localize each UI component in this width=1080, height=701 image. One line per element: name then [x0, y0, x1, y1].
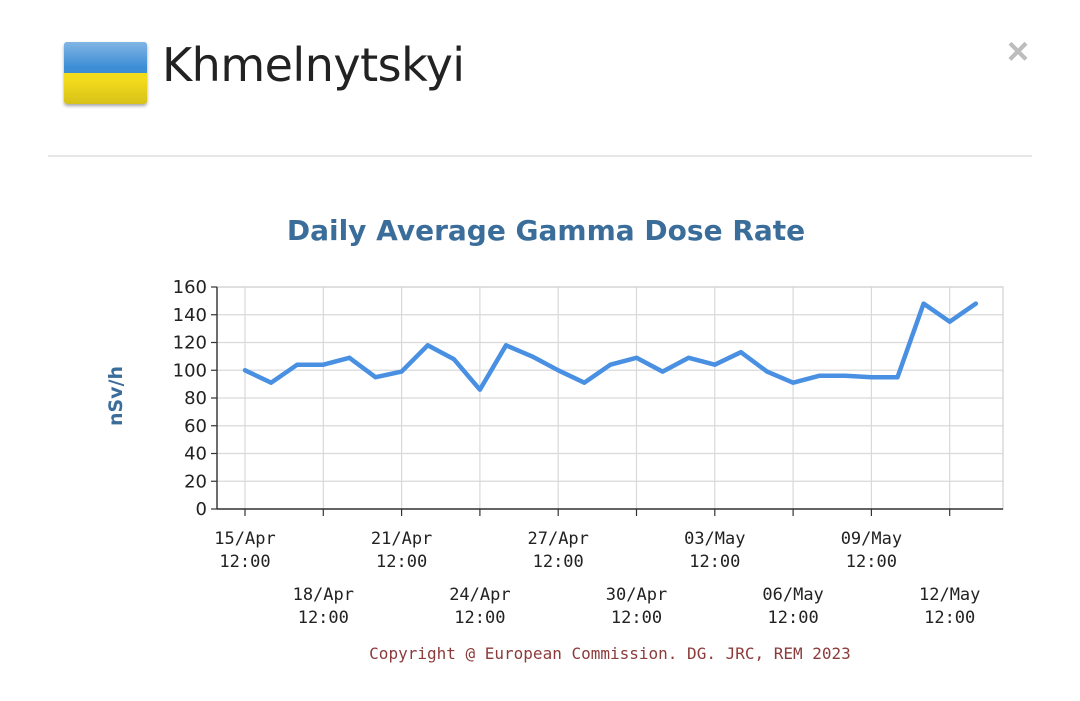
x-tick-label-time: 12:00 [846, 552, 897, 572]
x-tick-label-time: 12:00 [219, 552, 270, 572]
data-point [712, 362, 717, 367]
data-point [530, 354, 535, 359]
y-tick-label: 120 [173, 333, 207, 354]
data-point [477, 387, 482, 392]
data-point [738, 350, 743, 355]
x-tick-label-time: 12:00 [768, 608, 819, 628]
x-tick-label-date: 24/Apr [449, 585, 510, 605]
data-point [582, 380, 587, 385]
data-point [869, 375, 874, 380]
x-tick-label-date: 21/Apr [371, 529, 432, 549]
x-tick-label-date: 15/Apr [214, 529, 275, 549]
x-tick-label-date: 27/Apr [527, 529, 588, 549]
data-point [243, 368, 247, 373]
header-divider [48, 155, 1032, 157]
x-tick-label-time: 12:00 [298, 608, 349, 628]
x-tick-label-time: 12:00 [611, 608, 662, 628]
data-point [425, 343, 430, 348]
x-tick-label-date: 09/May [841, 529, 902, 549]
dose-rate-chart: Daily Average Gamma Dose Rate nSv/h 0 20 4… [105, 214, 1004, 663]
chart-title: Daily Average Gamma Dose Rate [287, 214, 805, 247]
close-icon[interactable]: × [1006, 31, 1030, 73]
x-tick-label-date: 12/May [919, 585, 980, 605]
data-point [399, 369, 404, 374]
station-header: Khmelnytskyi × [0, 0, 1080, 156]
data-point [791, 380, 796, 385]
x-tick-label-time: 12:00 [924, 608, 975, 628]
y-tick-label: 140 [173, 305, 207, 326]
data-point [973, 301, 978, 306]
y-axis-label: nSv/h [105, 366, 127, 426]
y-tick-label: 160 [173, 277, 207, 298]
data-point [817, 373, 822, 378]
data-point [765, 369, 769, 374]
data-point [634, 355, 639, 360]
data-point [556, 368, 561, 373]
y-tick-label: 80 [184, 388, 207, 409]
data-point [608, 362, 613, 367]
x-tick-labels: 15/Apr 12:00 18/Apr 12:00 21/Apr 12:00 24/Apr 1… [214, 529, 980, 628]
series-group [242, 301, 979, 392]
data-point [373, 375, 378, 380]
x-tick-label-time: 12:00 [533, 552, 584, 572]
x-tick-label-time: 12:00 [689, 552, 740, 572]
data-point [843, 373, 848, 378]
data-point [895, 375, 900, 380]
y-tick-label: 20 [184, 471, 207, 492]
series-line [242, 301, 979, 392]
data-point [347, 355, 352, 360]
x-tick-label-time: 12:00 [454, 608, 505, 628]
ukraine-flag-icon [64, 42, 147, 104]
data-point [686, 355, 691, 360]
y-tick-label: 40 [184, 444, 207, 465]
grid-lines [216, 286, 1004, 510]
flag-blue-stripe [64, 42, 147, 73]
copyright-note: Copyright @ European Commission. DG. JRC… [369, 644, 851, 663]
flag-yellow-stripe [64, 73, 147, 104]
y-tick-labels: 0 20 40 60 80 100 120 140 160 [173, 277, 207, 520]
station-name: Khmelnytskyi [162, 38, 465, 92]
y-tick-label: 0 [196, 499, 207, 520]
data-point [921, 301, 926, 306]
x-tick-label-date: 06/May [762, 585, 823, 605]
x-tick-label-time: 12:00 [376, 552, 427, 572]
axes [211, 286, 1003, 516]
y-tick-label: 100 [173, 360, 207, 381]
x-tick-label-date: 18/Apr [293, 585, 354, 605]
data-point [947, 319, 952, 324]
y-tick-label: 60 [184, 416, 207, 437]
data-point [451, 357, 456, 362]
x-tick-label-date: 03/May [684, 529, 745, 549]
x-tick-label-date: 30/Apr [606, 585, 667, 605]
data-point [321, 362, 326, 367]
data-point [295, 362, 300, 367]
data-point [504, 343, 508, 348]
data-point [660, 369, 665, 374]
data-point [269, 380, 274, 385]
